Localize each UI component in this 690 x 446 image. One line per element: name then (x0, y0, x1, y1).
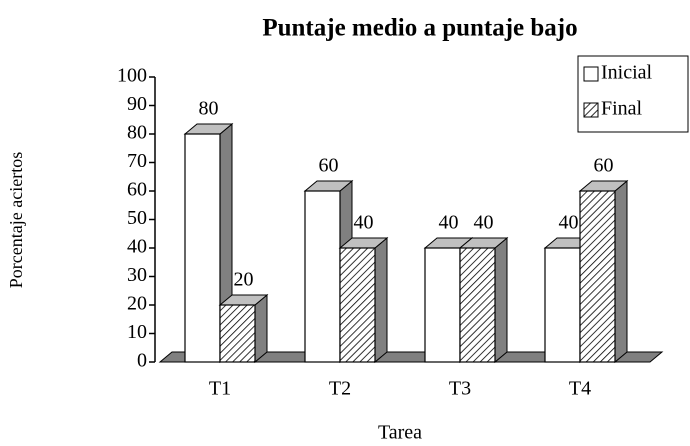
data-label: 20 (234, 269, 254, 291)
x-tick-label: T1 (209, 378, 231, 400)
x-axis-label: Tarea (378, 422, 422, 444)
bar-side (614, 179, 628, 364)
y-tick-label: 10 (127, 321, 147, 343)
y-tick-label: 0 (137, 350, 147, 372)
y-tick-label: 60 (127, 179, 147, 201)
bar (544, 247, 581, 363)
legend-swatch (583, 102, 599, 118)
data-label: 40 (474, 212, 494, 234)
bar (424, 247, 461, 363)
y-tick-label: 100 (117, 65, 147, 87)
y-tick-label: 70 (127, 150, 147, 172)
data-label: 40 (354, 212, 374, 234)
data-label: 60 (319, 155, 339, 177)
bar (459, 247, 496, 363)
bar (579, 190, 616, 363)
bar-side (254, 293, 268, 364)
bar (184, 133, 221, 363)
data-label: 80 (199, 98, 219, 120)
bar (304, 190, 341, 363)
x-tick-label: T2 (329, 378, 351, 400)
y-tick-label: 90 (127, 93, 147, 115)
data-label: 40 (559, 212, 579, 234)
x-tick-label: T3 (449, 378, 471, 400)
bar-side (374, 236, 388, 364)
data-label: 40 (439, 212, 459, 234)
legend-swatch (583, 66, 599, 82)
y-tick-label: 20 (127, 293, 147, 315)
y-axis-label: Porcentaje aciertos (6, 152, 26, 288)
x-tick-label: T4 (569, 378, 591, 400)
y-tick-label: 40 (127, 236, 147, 258)
y-tick-label: 50 (127, 207, 147, 229)
bar (219, 304, 256, 363)
chart-title: Puntaje medio a puntaje bajo (262, 15, 577, 42)
data-label: 60 (594, 155, 614, 177)
bar (339, 247, 376, 363)
legend-label: Final (601, 98, 643, 120)
y-tick-label: 80 (127, 122, 147, 144)
bar-side (494, 236, 508, 364)
legend-label: Inicial (601, 62, 653, 84)
y-tick-label: 30 (127, 264, 147, 286)
